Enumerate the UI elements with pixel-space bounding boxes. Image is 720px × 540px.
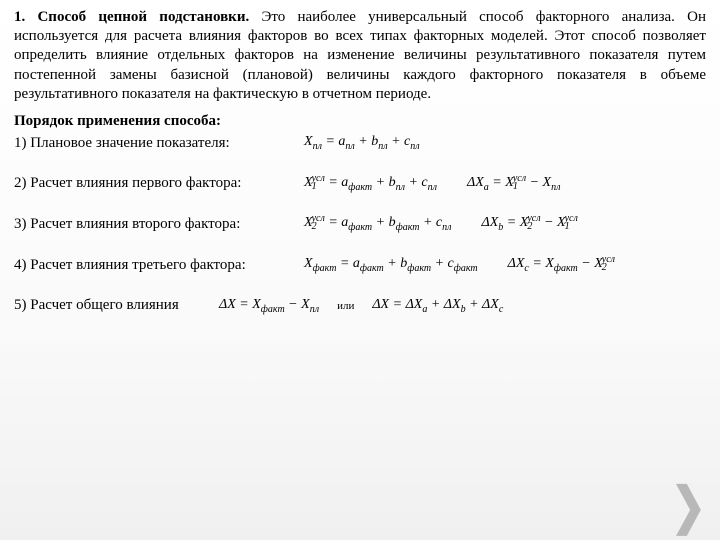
step-3-label: 3) Расчет влияния второго фактора: <box>14 215 294 234</box>
step-3-formula-right: ΔXb = Xусл2 − Xусл1 <box>482 214 578 235</box>
step-2-formula-right: ΔXa = Xусл1 − Xпл <box>467 174 560 195</box>
step-4-formula-right: ΔXc = Xфакт − Xусл2 <box>508 255 615 276</box>
step-4: 4) Расчет влияния третьего фактора: Xфак… <box>14 255 706 276</box>
step-5-label: 5) Расчет общего влияния <box>14 296 209 315</box>
step-3: 3) Расчет влияния второго фактора: Xусл2… <box>14 214 706 235</box>
step-2: 2) Расчет влияния первого фактора: Xусл1… <box>14 174 706 195</box>
step-5-formula-left: ΔX = Xфакт − Xпл <box>219 296 319 317</box>
procedure-heading: Порядок применения способа: <box>14 112 706 131</box>
step-5: 5) Расчет общего влияния ΔX = Xфакт − Xп… <box>14 296 706 317</box>
step-3-formula-left: Xусл2 = aфакт + bфакт + cпл <box>304 214 452 235</box>
step-4-label: 4) Расчет влияния третьего фактора: <box>14 256 294 275</box>
step-2-formula-left: Xусл1 = aфакт + bпл + cпл <box>304 174 437 195</box>
step-2-label: 2) Расчет влияния первого фактора: <box>14 174 294 193</box>
or-separator: или <box>337 299 354 313</box>
step-1-label: 1) Плановое значение показателя: <box>14 134 294 153</box>
step-4-formula-left: Xфакт = aфакт + bфакт + cфакт <box>304 255 478 276</box>
intro-paragraph: 1. Способ цепной подстановки. Это наибол… <box>14 8 706 104</box>
title: 1. Способ цепной подстановки. <box>14 9 249 25</box>
step-5-formula-right: ΔX = ΔXa + ΔXb + ΔXc <box>372 296 503 317</box>
next-arrow-icon: ❯ <box>671 476 706 535</box>
step-1-formula: Xпл = aпл + bпл + cпл <box>304 133 420 154</box>
step-1: 1) Плановое значение показателя: Xпл = a… <box>14 133 706 154</box>
